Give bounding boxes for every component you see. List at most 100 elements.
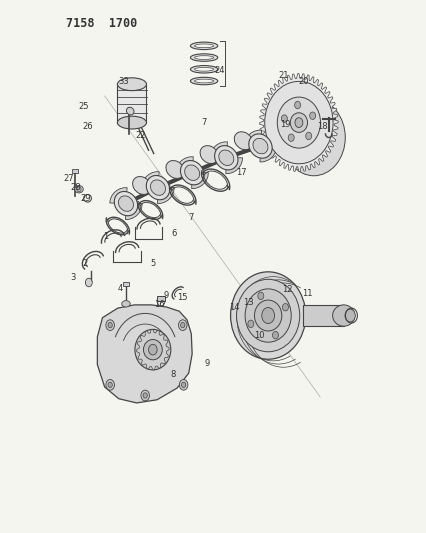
Polygon shape — [259, 74, 337, 172]
Circle shape — [108, 382, 112, 387]
Circle shape — [179, 379, 187, 390]
Bar — [302, 305, 343, 326]
Ellipse shape — [236, 279, 299, 352]
Polygon shape — [176, 157, 193, 173]
Circle shape — [181, 382, 185, 387]
Circle shape — [178, 320, 187, 330]
Ellipse shape — [190, 77, 217, 85]
Polygon shape — [225, 158, 242, 174]
Ellipse shape — [194, 68, 213, 71]
Bar — [72, 169, 78, 173]
Text: 13: 13 — [243, 298, 253, 307]
Text: 7158  1700: 7158 1700 — [66, 17, 137, 30]
Circle shape — [106, 379, 114, 390]
Circle shape — [180, 322, 184, 328]
Text: 9: 9 — [204, 359, 209, 368]
Text: 1: 1 — [103, 232, 108, 241]
Text: 24: 24 — [214, 66, 225, 75]
Circle shape — [344, 309, 354, 322]
Text: 7: 7 — [188, 213, 193, 222]
Text: 22: 22 — [135, 131, 146, 140]
Ellipse shape — [190, 54, 217, 61]
Text: 28: 28 — [71, 183, 81, 192]
Text: 11: 11 — [302, 289, 312, 297]
Polygon shape — [210, 142, 227, 158]
Text: 3: 3 — [70, 273, 75, 281]
Text: 5: 5 — [150, 259, 155, 268]
Text: 18: 18 — [317, 123, 327, 131]
Ellipse shape — [166, 160, 184, 179]
Ellipse shape — [194, 55, 213, 59]
Polygon shape — [259, 146, 276, 162]
Circle shape — [148, 344, 157, 355]
Polygon shape — [97, 305, 192, 403]
Text: 20: 20 — [297, 77, 308, 85]
Ellipse shape — [180, 160, 203, 185]
Circle shape — [143, 393, 147, 398]
Ellipse shape — [248, 134, 271, 158]
Text: 12: 12 — [282, 286, 292, 294]
Circle shape — [282, 303, 288, 311]
Circle shape — [108, 322, 112, 328]
Text: 6: 6 — [171, 229, 176, 238]
Ellipse shape — [252, 138, 268, 154]
Polygon shape — [125, 204, 142, 220]
Polygon shape — [244, 130, 261, 146]
Polygon shape — [141, 172, 159, 188]
Ellipse shape — [126, 107, 134, 115]
Text: 27: 27 — [63, 174, 73, 182]
Ellipse shape — [290, 113, 307, 132]
Text: 29: 29 — [80, 194, 90, 203]
Ellipse shape — [200, 146, 218, 164]
Circle shape — [141, 390, 149, 401]
Ellipse shape — [146, 175, 169, 200]
Ellipse shape — [230, 272, 305, 359]
Text: 26: 26 — [82, 123, 92, 131]
Circle shape — [288, 134, 294, 141]
Ellipse shape — [150, 180, 165, 196]
Circle shape — [281, 115, 287, 123]
Ellipse shape — [194, 79, 213, 83]
Ellipse shape — [117, 116, 146, 129]
Ellipse shape — [135, 329, 170, 370]
Ellipse shape — [194, 44, 213, 48]
Circle shape — [247, 320, 253, 328]
Ellipse shape — [214, 146, 237, 170]
Text: 2: 2 — [82, 259, 87, 268]
Polygon shape — [136, 329, 169, 370]
Circle shape — [85, 278, 92, 287]
Text: 9: 9 — [164, 291, 169, 300]
Circle shape — [305, 132, 311, 140]
Polygon shape — [157, 188, 174, 204]
Text: 16: 16 — [154, 301, 164, 309]
Text: 8: 8 — [170, 370, 175, 378]
Text: 4: 4 — [118, 285, 123, 293]
Polygon shape — [109, 188, 127, 204]
Ellipse shape — [234, 132, 252, 150]
Text: 14: 14 — [228, 303, 239, 311]
Polygon shape — [191, 173, 208, 189]
Ellipse shape — [282, 99, 345, 176]
Text: 33: 33 — [118, 77, 129, 85]
Text: 21: 21 — [278, 71, 288, 80]
Circle shape — [294, 118, 302, 127]
Ellipse shape — [190, 66, 217, 73]
Text: 19: 19 — [279, 120, 290, 129]
Ellipse shape — [114, 191, 137, 216]
Ellipse shape — [245, 289, 291, 342]
Ellipse shape — [143, 340, 162, 360]
Text: 17: 17 — [236, 168, 246, 177]
Circle shape — [77, 187, 81, 192]
Bar — [157, 296, 164, 301]
Circle shape — [106, 320, 114, 330]
Ellipse shape — [254, 300, 281, 331]
Circle shape — [294, 101, 300, 109]
Bar — [123, 282, 128, 286]
Ellipse shape — [117, 78, 146, 91]
Ellipse shape — [121, 301, 130, 307]
Bar — [117, 84, 146, 123]
Circle shape — [257, 292, 263, 300]
Ellipse shape — [132, 176, 150, 195]
Ellipse shape — [184, 165, 199, 181]
Ellipse shape — [218, 150, 233, 166]
